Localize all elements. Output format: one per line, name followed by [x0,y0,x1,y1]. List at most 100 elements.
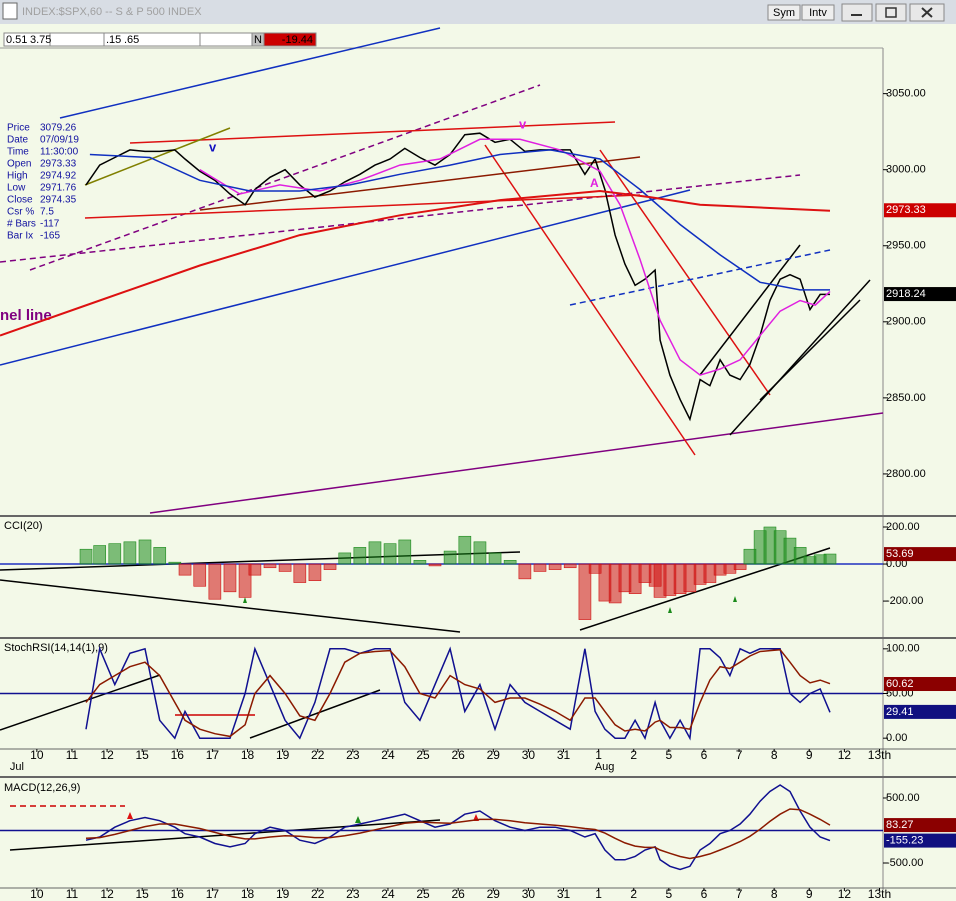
x-tick-label: 22 [311,748,325,762]
trend-lines [0,27,884,851]
y-tick-label: 3000.00 [886,164,926,176]
cci-bar [398,539,412,565]
annotation: v [519,116,527,131]
toolbar-field[interactable] [199,32,253,47]
x-tick-label: 6 [701,887,708,901]
info-label: Date [7,135,29,146]
cci-bar [413,560,427,565]
cci-bar [278,563,292,572]
x-tick-label: 11 [66,887,79,901]
value-box-label: -155.23 [886,834,923,846]
cci-bar [138,539,152,565]
sym-label[interactable]: Sym [773,7,795,19]
trend-line [249,689,381,739]
trend-line [484,144,696,456]
series-line [85,808,831,860]
value-box [884,677,956,692]
x-tick-label: 23 [346,748,360,762]
info-value: -165 [40,231,60,242]
info-value: 11:30:00 [40,147,79,158]
annotation: nel line [0,307,52,324]
x-tick-label: 12 [838,748,852,762]
series-line [89,149,830,291]
info-label: Open [7,159,31,170]
maximize-icon [885,7,897,18]
intv-button[interactable] [801,4,835,21]
cci-bar [368,541,382,565]
month-label: Aug [595,761,615,773]
spacer [0,24,956,33]
info-label: Low [7,183,26,194]
info-value: -117 [40,219,60,230]
cci-bar [503,560,517,565]
maximize-button[interactable] [875,3,907,22]
x-tick-label: 24 [381,748,395,762]
x-tick-label: 12 [100,887,114,901]
trend-line [599,149,771,396]
trend-line [149,412,884,514]
x-tick-label: 18 [241,748,255,762]
y-tick-label: 100.00 [886,643,920,655]
value-box [884,547,956,562]
cci-bar [823,553,837,565]
x-tick-label: 6 [701,748,708,762]
x-tick-label: 9 [806,748,813,762]
x-tick-label: 8 [771,748,778,762]
x-tick-label: 15 [136,748,150,762]
cci-bar [263,563,277,569]
cci-bar [248,563,262,576]
cci-bar [428,563,442,567]
y-tick-label: 2950.00 [886,240,926,252]
x-tick-label: 13th [868,887,891,901]
trend-line [199,156,641,211]
x-tick-label: 26 [451,748,465,762]
toolbar-field[interactable] [49,32,105,47]
window-icon [2,2,18,20]
toolbar-text: 0.51 [6,34,27,46]
value-box-label: 29.41 [886,706,914,718]
series-line [0,189,831,337]
cci-bar [578,563,592,620]
minimize-button[interactable] [841,3,873,22]
panel-title: CCI(20) [4,520,43,532]
y-tick-label: 0.00 [886,732,907,744]
x-tick-label: 25 [416,748,430,762]
y-tick-label: 2850.00 [886,392,926,404]
info-value: 2974.92 [40,171,77,182]
x-tick-label: 31 [557,887,571,901]
intv-label[interactable]: Intv [809,7,827,19]
info-value: 2974.35 [40,195,77,206]
value-box [884,287,956,302]
y-tick-label: 2800.00 [886,468,926,480]
x-tick-label: 17 [206,887,220,901]
info-value: 2973.33 [40,159,77,170]
x-tick-label: 19 [276,748,290,762]
cci-bar [793,547,807,565]
trend-line [569,249,831,306]
x-tick-label: 26 [451,887,465,901]
signal-star [733,596,737,602]
value-box-label: 2973.33 [886,204,926,216]
value-box [884,833,956,848]
toolbar-text: 3.75 [30,34,51,46]
sym-button[interactable] [767,4,801,21]
x-tick-label: 30 [522,887,536,901]
info-value: 07/09/19 [40,135,79,146]
info-label: Price [7,123,30,134]
info-label: # Bars [7,219,36,230]
annotation: v [209,139,217,154]
x-tick-label: 24 [381,887,395,901]
trend-line [0,674,161,731]
x-tick-label: 1 [595,887,602,901]
trend-line [729,279,871,436]
trend-line [699,244,801,376]
x-tick-label: 13th [868,748,891,762]
value-box-label: 53.69 [886,548,914,560]
cci-bar [563,563,577,569]
cci-bar [308,563,322,582]
cci-bar [293,563,307,583]
x-tick-label: 9 [806,887,813,901]
annotation: A [590,176,599,190]
cci-bar [488,552,502,565]
x-tick-label: 22 [311,887,325,901]
